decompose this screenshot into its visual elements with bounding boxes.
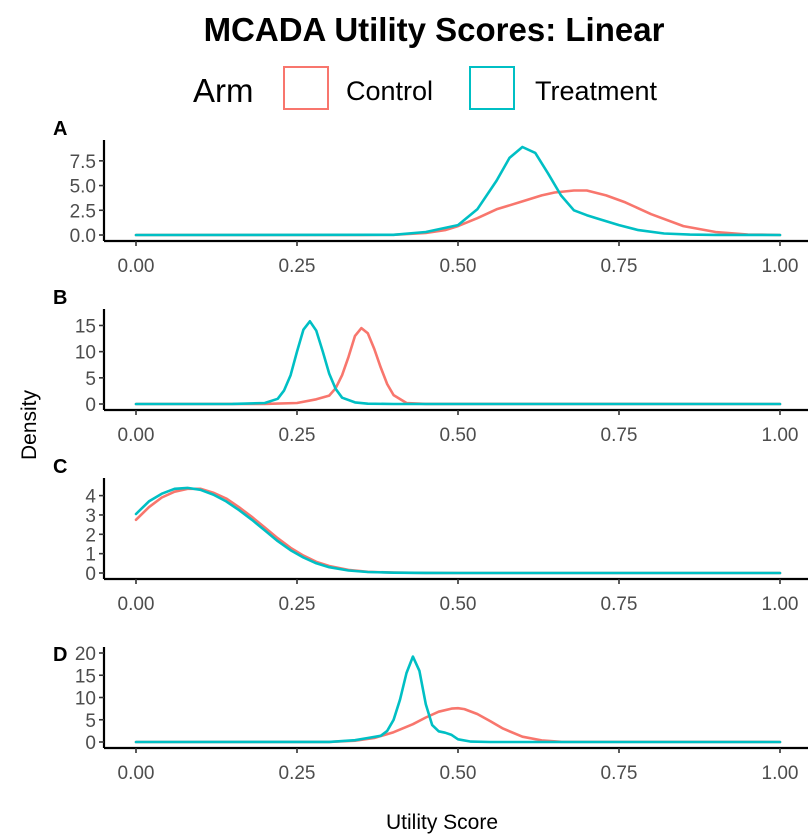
density-line-control bbox=[134, 189, 782, 237]
y-tick-label: 0 bbox=[85, 395, 96, 416]
legend-label-treatment: Treatment bbox=[535, 76, 658, 106]
x-tick-label: 0.75 bbox=[601, 594, 638, 615]
y-tick-label: 0 bbox=[85, 733, 96, 754]
panel-tag: B bbox=[53, 287, 67, 309]
facet-panels: A0.02.55.07.50.00 0.25 0.50 0.75 1.00B051015… bbox=[53, 118, 808, 784]
legend-entry-treatment: Treatment bbox=[469, 66, 658, 110]
x-tick-label: 0.50 bbox=[440, 256, 477, 277]
y-axis-title: Density bbox=[18, 389, 41, 460]
y-tick-label: 3 bbox=[85, 506, 96, 527]
x-tick-label: 0.75 bbox=[601, 256, 638, 277]
panel-tag: C bbox=[53, 456, 67, 478]
x-tick-label: 0.50 bbox=[440, 763, 477, 784]
x-tick-label: 1.00 bbox=[762, 763, 799, 784]
y-tick-label: 2 bbox=[85, 525, 96, 546]
legend-key-treatment bbox=[469, 66, 515, 110]
y-tick-label: 15 bbox=[75, 316, 96, 337]
density-line-treatment bbox=[134, 486, 782, 575]
y-tick-label: 0 bbox=[85, 564, 96, 585]
x-tick-label: 0.00 bbox=[118, 763, 155, 784]
x-tick-label: 0.50 bbox=[440, 425, 477, 446]
y-tick-label: 10 bbox=[75, 343, 96, 364]
y-tick-label: 4 bbox=[85, 487, 96, 508]
legend: Arm Control Treatment bbox=[193, 66, 658, 110]
x-tick-label: 1.00 bbox=[762, 256, 799, 277]
x-tick-label: 0.50 bbox=[440, 594, 477, 615]
x-tick-label: 0.75 bbox=[601, 763, 638, 784]
x-tick-label: 1.00 bbox=[762, 594, 799, 615]
density-line-control bbox=[134, 706, 782, 744]
legend-key-control bbox=[283, 66, 329, 110]
x-axis-title: Utility Score bbox=[386, 811, 498, 834]
panel-a: A 0.0 2.5 5.0 7.5 0.00 0.25 0.50 0.75 1.00 bbox=[53, 118, 808, 277]
y-tick-label: 5 bbox=[85, 711, 96, 732]
density-line-control bbox=[134, 326, 782, 406]
y-tick-label: 5 bbox=[85, 369, 96, 390]
x-tick-label: 0.75 bbox=[601, 425, 638, 446]
x-tick-label: 0.25 bbox=[279, 594, 316, 615]
y-tick-label: 2.5 bbox=[70, 201, 96, 222]
x-tick-label: 0.00 bbox=[118, 594, 155, 615]
legend-entry-control: Control bbox=[283, 66, 433, 110]
chart-title: MCADA Utility Scores: Linear bbox=[204, 11, 665, 48]
y-tick-label: 7.5 bbox=[70, 152, 96, 173]
x-tick-label: 1.00 bbox=[762, 425, 799, 446]
panel-tag: A bbox=[53, 118, 67, 140]
legend-title: Arm bbox=[193, 72, 254, 109]
density-line-control bbox=[134, 487, 782, 575]
x-tick-label: 0.00 bbox=[118, 425, 155, 446]
y-tick-label: 10 bbox=[75, 689, 96, 710]
x-tick-label: 0.00 bbox=[118, 256, 155, 277]
y-tick-label: 0.0 bbox=[70, 226, 96, 247]
y-tick-label: 5.0 bbox=[70, 177, 96, 198]
legend-label-control: Control bbox=[346, 76, 433, 106]
x-tick-label: 0.25 bbox=[279, 425, 316, 446]
y-tick-label: 1 bbox=[85, 545, 96, 566]
x-tick-label: 0.25 bbox=[279, 256, 316, 277]
panel-tag: D bbox=[53, 644, 67, 666]
x-tick-label: 0.25 bbox=[279, 763, 316, 784]
y-tick-label: 15 bbox=[75, 666, 96, 687]
y-tick-label: 20 bbox=[75, 644, 96, 665]
density-line-treatment bbox=[134, 655, 782, 744]
density-line-treatment bbox=[134, 319, 782, 406]
density-line-treatment bbox=[134, 145, 782, 237]
panel-b: B 0 5 10 15 0.00 0.25 0.50 0.75 1.00 bbox=[53, 287, 808, 446]
